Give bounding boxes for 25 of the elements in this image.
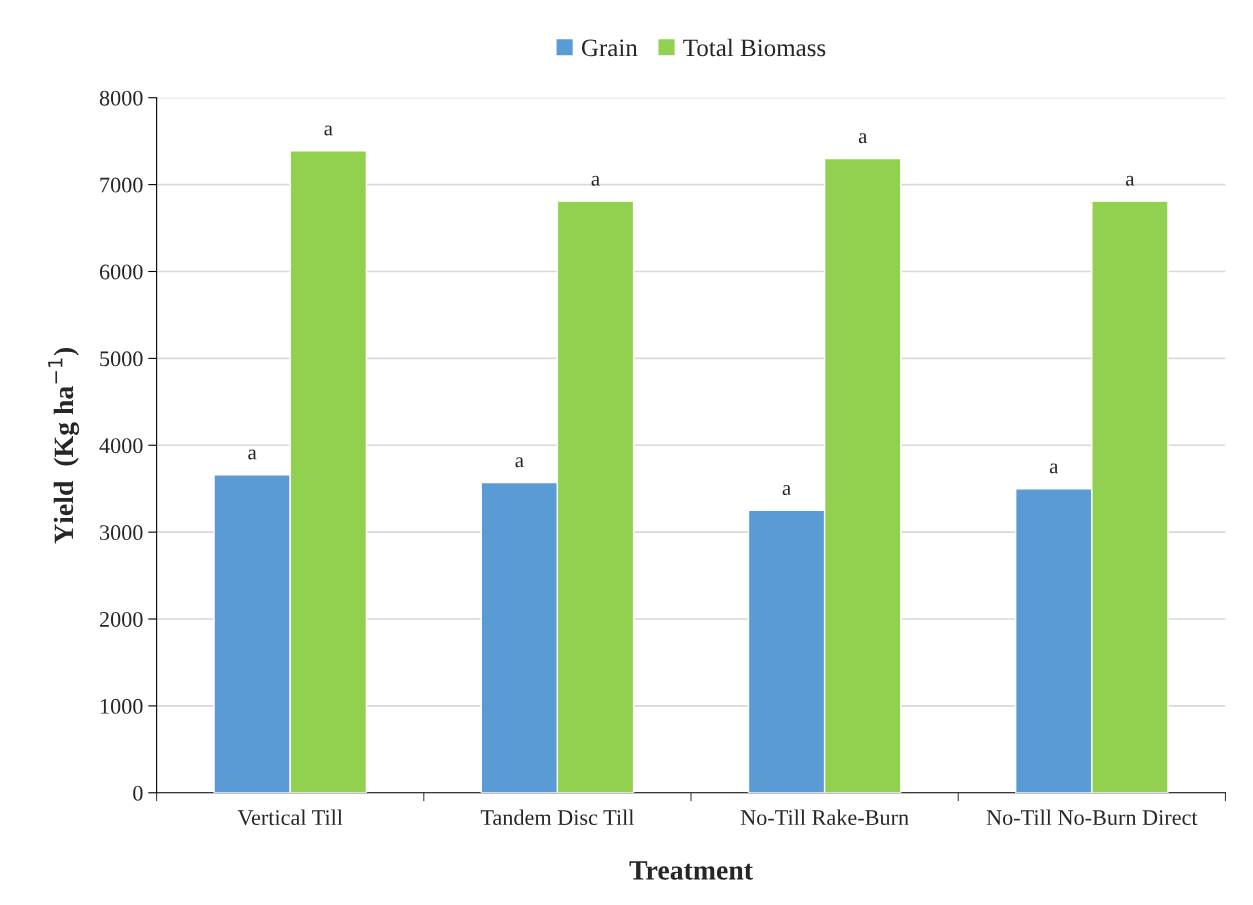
y-tick-label: 5000 bbox=[100, 351, 143, 367]
data-label: a bbox=[248, 449, 257, 460]
data-label: a bbox=[858, 133, 868, 144]
y-tick-label: 8000 bbox=[99, 90, 143, 106]
data-label: a bbox=[591, 175, 600, 186]
data-label: a bbox=[324, 125, 333, 136]
data-label: a bbox=[782, 485, 791, 496]
y-axis-title: Yield (Kg ha$^{−1}$) bbox=[48, 347, 80, 544]
y-tick-label: 6000 bbox=[99, 264, 143, 280]
y-tick-label: 7000 bbox=[100, 177, 143, 193]
data-label: a bbox=[1126, 175, 1135, 186]
x-tick-label: Vertical Till bbox=[237, 809, 343, 826]
data-label: a bbox=[515, 457, 524, 468]
legend-label: Total Biomass bbox=[683, 38, 826, 57]
y-tick-label: 3000 bbox=[100, 525, 143, 541]
x-tick-label: No-Till Rake-Burn bbox=[740, 809, 909, 826]
y-tick-label: 2000 bbox=[99, 611, 143, 627]
data-label: a bbox=[1049, 463, 1059, 474]
y-tick-label: 1000 bbox=[100, 698, 143, 714]
x-axis-title: Treatment bbox=[629, 861, 753, 880]
x-tick-label: Tandem Disc Till bbox=[480, 809, 634, 826]
x-tick-label: No-Till No-Burn Direct bbox=[986, 809, 1198, 826]
y-tick-label: 4000 bbox=[99, 438, 143, 454]
legend-label: Grain bbox=[581, 39, 638, 57]
y-tick-label: 0 bbox=[133, 785, 143, 801]
